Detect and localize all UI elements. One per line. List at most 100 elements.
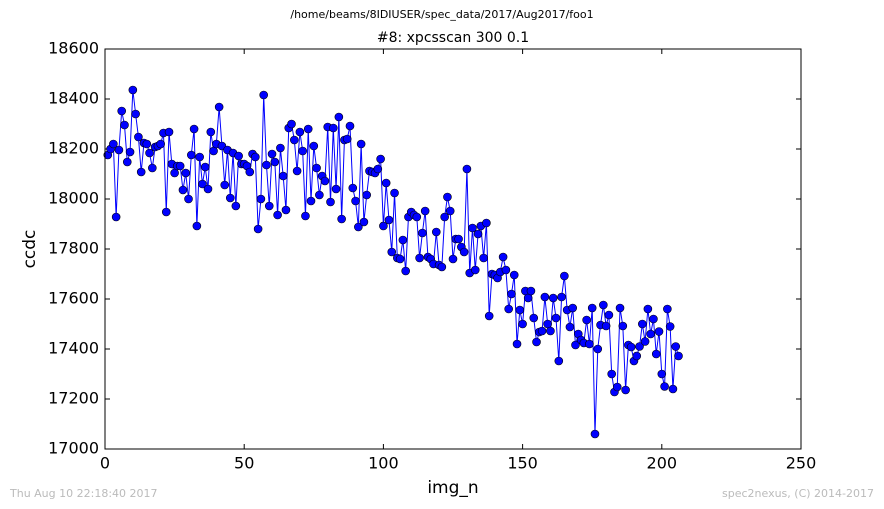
data-point xyxy=(379,221,388,231)
data-point xyxy=(646,329,655,339)
data-point xyxy=(292,166,302,176)
y-tick-label: 18600 xyxy=(48,39,99,58)
data-point xyxy=(501,265,511,275)
data-point xyxy=(640,337,650,346)
x-tick-label: 50 xyxy=(234,454,254,473)
data-point xyxy=(337,214,346,224)
data-point xyxy=(356,139,366,149)
data-point xyxy=(111,212,121,222)
footer-right: spec2nexus, (C) 2014-2017 xyxy=(722,487,874,500)
data-point xyxy=(245,167,255,177)
data-point xyxy=(320,176,330,186)
y-tick-label: 17400 xyxy=(48,339,99,358)
data-point xyxy=(437,262,447,272)
data-point xyxy=(660,382,669,391)
data-point xyxy=(198,179,207,189)
data-point xyxy=(557,292,566,302)
data-point xyxy=(607,369,616,379)
data-point xyxy=(632,351,642,361)
data-point xyxy=(161,207,171,217)
data-point xyxy=(626,342,636,352)
data-point xyxy=(651,349,661,359)
x-tick-label: 100 xyxy=(368,454,399,473)
data-point xyxy=(178,185,188,195)
x-axis-label: img_n xyxy=(427,478,478,498)
data-point xyxy=(259,90,268,100)
data-point xyxy=(654,327,664,336)
data-point xyxy=(415,253,424,263)
data-point xyxy=(195,152,204,162)
data-point xyxy=(122,157,132,167)
y-tick-label: 17800 xyxy=(48,239,99,258)
data-point xyxy=(142,139,152,149)
data-point xyxy=(593,344,603,354)
data-point xyxy=(192,221,202,231)
data-point xyxy=(585,339,594,349)
data-point xyxy=(649,314,658,324)
y-axis-label: ccdc xyxy=(20,230,40,269)
plot-frame xyxy=(104,48,802,450)
data-point xyxy=(231,201,241,211)
data-point xyxy=(351,196,360,206)
data-point xyxy=(529,313,539,323)
data-point xyxy=(473,229,483,239)
data-point xyxy=(618,321,628,331)
chart-title: #8: xpcsscan 300 0.1 xyxy=(377,30,529,46)
data-point xyxy=(109,139,118,149)
data-point xyxy=(298,146,307,156)
y-tick-label: 17200 xyxy=(48,389,99,408)
data-point xyxy=(568,303,578,313)
data-point xyxy=(281,205,291,215)
data-point xyxy=(565,322,575,332)
data-point xyxy=(301,211,310,221)
data-point xyxy=(303,124,313,134)
data-point xyxy=(206,127,216,137)
data-point xyxy=(342,134,352,144)
data-point xyxy=(128,85,138,95)
data-point xyxy=(214,102,224,112)
data-point xyxy=(546,326,555,336)
data-point xyxy=(468,223,477,233)
data-point xyxy=(328,123,338,133)
data-point xyxy=(189,124,199,134)
data-point xyxy=(601,321,611,331)
data-point xyxy=(381,178,391,188)
data-point xyxy=(373,164,383,174)
data-point xyxy=(512,339,522,349)
data-point xyxy=(220,180,230,190)
data-point xyxy=(253,224,263,234)
data-point xyxy=(131,109,140,119)
y-tick-label: 17600 xyxy=(48,289,99,308)
data-point xyxy=(518,319,527,329)
data-point xyxy=(164,127,174,137)
data-point xyxy=(156,139,165,149)
data-point xyxy=(504,304,513,314)
data-point xyxy=(612,382,622,392)
data-point xyxy=(120,120,129,130)
data-point xyxy=(398,235,408,245)
data-point xyxy=(582,315,591,325)
data-point xyxy=(462,164,472,174)
data-point xyxy=(181,168,191,178)
data-point xyxy=(443,192,452,202)
data-point xyxy=(267,149,277,159)
data-point xyxy=(445,206,455,216)
data-point xyxy=(412,212,422,222)
data-point xyxy=(635,342,644,351)
data-point xyxy=(643,304,653,314)
data-point xyxy=(587,303,597,313)
data-point xyxy=(203,184,213,194)
data-point xyxy=(295,127,305,137)
y-tick-label: 18400 xyxy=(48,89,99,108)
data-point xyxy=(262,160,271,170)
data-point xyxy=(273,210,282,220)
data-point xyxy=(571,340,580,350)
data-point xyxy=(200,162,210,172)
data-point xyxy=(264,201,274,211)
data-point xyxy=(384,215,394,225)
data-point xyxy=(359,217,369,227)
data-point xyxy=(590,429,600,439)
data-point xyxy=(326,197,335,207)
data-point xyxy=(440,212,449,222)
